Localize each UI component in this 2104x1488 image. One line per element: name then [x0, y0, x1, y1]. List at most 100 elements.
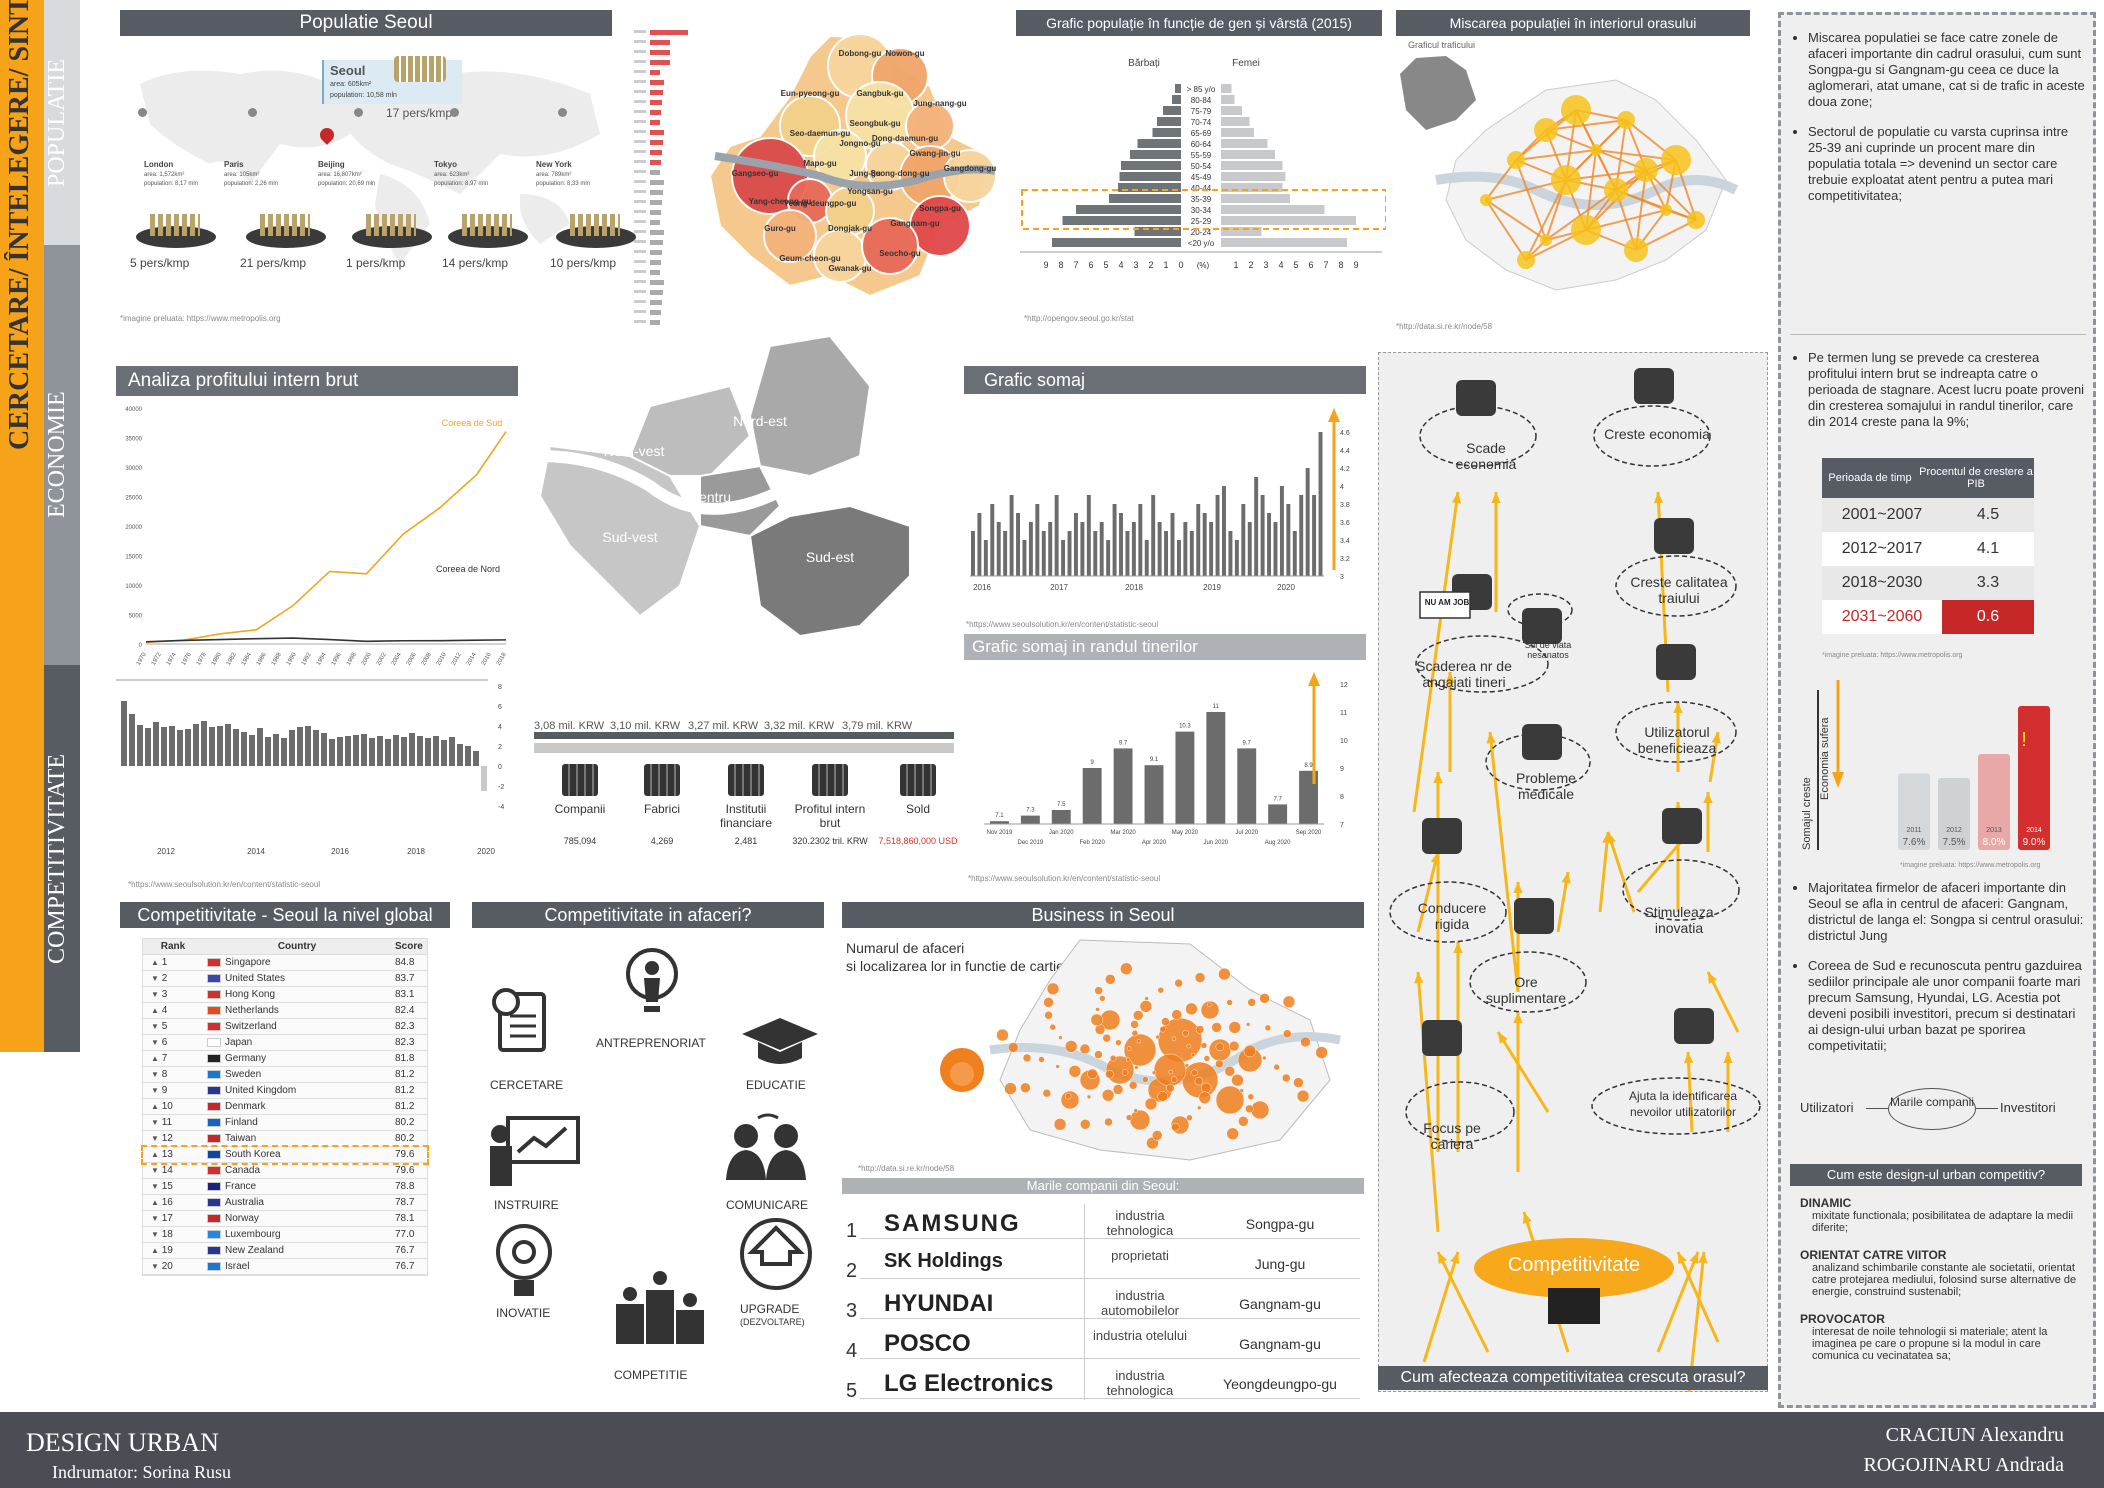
flow-arrowhead — [1513, 882, 1523, 894]
gdp-growth-bar — [433, 736, 439, 766]
rank-arrow-icon: ▼ — [151, 1214, 159, 1223]
stat-value: 7,518,860,000 USD — [878, 836, 958, 846]
somaj-y-tick: 3.6 — [1340, 520, 1350, 527]
flow-question: Cum afecteaza competitivitatea crescuta … — [1378, 1366, 1768, 1390]
score-cell: 76.7 — [391, 1258, 427, 1275]
score-cell: 79.6 — [391, 1162, 427, 1179]
district-label: Gwanak-gu — [828, 264, 871, 273]
district-bar — [650, 70, 660, 75]
men-bar — [1121, 161, 1181, 170]
flow-arrowhead — [1486, 732, 1496, 744]
somaj-y-tick: 4.4 — [1340, 448, 1350, 455]
flow-label-negative: Scade economia — [1455, 440, 1517, 472]
business-bubble — [1171, 1009, 1182, 1020]
country-cell: Japan — [203, 1034, 391, 1051]
flow-arrow — [1598, 831, 1610, 913]
flow-label-positive: Ajuta la identificarea nevoilor utilizat… — [1628, 1089, 1738, 1119]
gdp-x-tick: 2004 — [391, 651, 403, 666]
unemployment-bar — [1016, 513, 1020, 576]
gdp-growth-bar — [361, 734, 367, 766]
no-job-sign — [1419, 591, 1471, 619]
investors-label: Investitori — [2000, 1100, 2056, 1115]
youth-x-tick: Feb 2020 — [1080, 840, 1106, 846]
country-name: Israel — [225, 1261, 250, 1272]
table-row: ▲ 1 Singapore 84.8 — [143, 954, 427, 971]
score-cell: 82.3 — [391, 1034, 427, 1051]
district-label: Yeong-deungpo-gu — [784, 199, 857, 208]
youth-data-label: 9.7 — [1243, 740, 1252, 746]
table-row: ▲ 19 New Zealand 76.7 — [143, 1242, 427, 1259]
company-sector: proprietati — [1111, 1248, 1169, 1263]
women-bar — [1221, 172, 1286, 181]
business-bubble — [1105, 1069, 1114, 1079]
country-cell: South Korea — [203, 1146, 391, 1163]
pyramid-tick-right: 6 — [1308, 260, 1313, 270]
business-bubble — [1144, 996, 1149, 1001]
business-bubble — [1132, 1010, 1144, 1021]
somaj-y-tick: 4 — [1340, 484, 1344, 491]
women-bar — [1221, 117, 1250, 126]
gdp-x-tick: 2010 — [436, 651, 448, 666]
gdp-x-tick: 2012 — [451, 651, 463, 666]
business-bubble — [1293, 1077, 1304, 1088]
business-bubble — [1044, 1011, 1053, 1020]
district-bar — [650, 30, 688, 35]
pyramid-tick-left: 0 — [1178, 260, 1183, 270]
company-district: Gangnam-gu — [1239, 1296, 1321, 1312]
district-label: Gangdong-gu — [944, 164, 997, 173]
table-row: ▼ 5 Switzerland 82.3 — [143, 1018, 427, 1035]
men-bar — [1175, 84, 1181, 93]
city-population: population: 8,97 mln — [434, 181, 489, 187]
somaj-y-tick: 3.8 — [1340, 502, 1350, 509]
gdp-growth-bar — [169, 726, 175, 766]
gdp-line-chart: 0 5000 10000 15000 20000 25000 30000 35000 40000… — [125, 407, 508, 667]
district-label: Seong-dong-gu — [870, 169, 929, 178]
seoul-population: population: 10,58 mln — [330, 92, 397, 99]
rank-arrow-icon: ▼ — [151, 1118, 159, 1127]
gdp-x-tick: 2014 — [466, 651, 478, 666]
stat-label: Fabrici — [643, 802, 680, 816]
business-bubble — [1123, 1033, 1157, 1067]
flow-arrow — [1416, 971, 1440, 1233]
men-bar — [1134, 227, 1181, 236]
youth-x-tick: Apr 2020 — [1142, 840, 1167, 846]
comp-global-header: Competitivitate - Seoul la nivel global — [120, 902, 450, 928]
gdp-x-tick: 1998 — [346, 651, 358, 666]
youth-data-label: 9 — [1091, 760, 1095, 766]
unemployment-bar — [1279, 486, 1284, 576]
country-name: Denmark — [225, 1101, 266, 1112]
unemployment-bar — [990, 504, 995, 576]
table-row: ▼ 8 Sweden 81.2 — [143, 1066, 427, 1083]
flow-icon — [1522, 724, 1562, 760]
rank-value: 4 — [161, 1005, 168, 1016]
flow-node — [1571, 215, 1601, 245]
business-bubble — [1250, 1100, 1270, 1120]
gdp-x-tick: 2018 — [496, 651, 508, 666]
district-bar-label — [634, 200, 646, 203]
youth-bar — [1020, 815, 1040, 824]
gdp-x-tick: 1970 — [136, 651, 148, 666]
business-bubble — [1296, 1089, 1310, 1103]
business-bubble — [1218, 967, 1231, 981]
district-bar — [650, 40, 670, 45]
gdp-y-tick: 15000 — [125, 555, 142, 561]
youth-y-tick: 10 — [1340, 738, 1348, 745]
unemployment-bar — [1131, 522, 1136, 576]
business-bubble — [1159, 1025, 1167, 1033]
gdp-growth-bar — [265, 737, 271, 766]
rank-cell: ▼ 15 — [143, 1178, 203, 1195]
district-bar — [650, 250, 662, 255]
rank-cell: ▼ 9 — [143, 1082, 203, 1099]
pyramid-tick-left: 3 — [1133, 260, 1138, 270]
economy-down-arrowhead — [1832, 772, 1844, 788]
business-bubble — [1079, 1119, 1091, 1130]
business-source: *http://data.si.re.kr/node/58 — [858, 1164, 955, 1173]
district-bar-label — [634, 120, 646, 123]
business-bubble — [1228, 1021, 1241, 1034]
business-bubble — [1245, 1022, 1251, 1027]
business-bubble — [1121, 1069, 1129, 1076]
unemp-year: 2014 — [2026, 827, 2042, 834]
pyramid-header: Grafic populație în funcție de gen și vâ… — [1016, 10, 1382, 36]
women-bar — [1221, 139, 1268, 148]
business-bubble — [1105, 1055, 1135, 1085]
